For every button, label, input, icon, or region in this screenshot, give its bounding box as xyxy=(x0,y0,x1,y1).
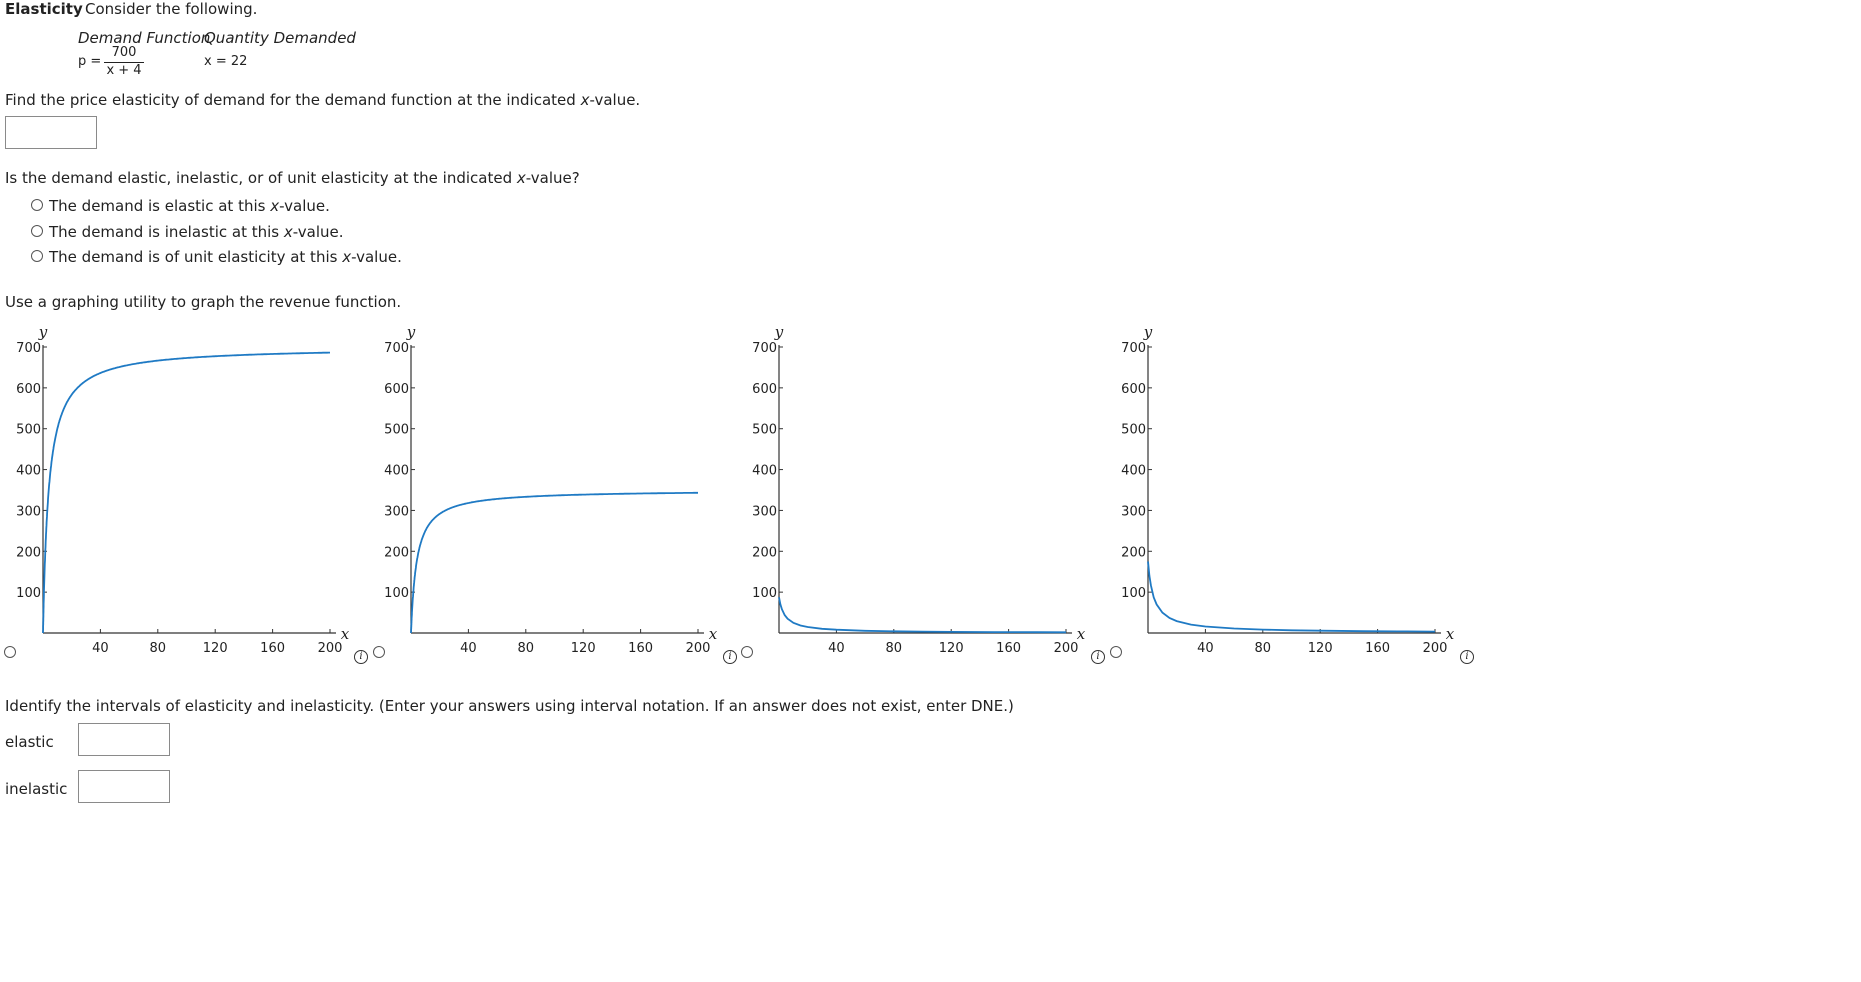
x-tick-label: 40 xyxy=(460,641,477,656)
revenue-curve xyxy=(410,491,698,633)
radio-inelastic[interactable] xyxy=(31,225,43,237)
info-icon[interactable]: i xyxy=(723,650,737,664)
revenue-curve xyxy=(1147,561,1436,633)
y-axis-label: y xyxy=(774,323,784,341)
revenue-curve xyxy=(42,351,330,633)
y-tick-label: 700 xyxy=(1121,341,1146,356)
y-axis-label: y xyxy=(406,323,416,341)
x-tick-label: 200 xyxy=(686,641,711,656)
y-tick-label: 500 xyxy=(1121,423,1146,438)
x-tick-label: 40 xyxy=(1197,641,1214,656)
x-tick-label: 120 xyxy=(203,641,228,656)
y-tick-label: 500 xyxy=(384,423,409,438)
y-tick-label: 300 xyxy=(384,504,409,519)
x-tick-label: 160 xyxy=(996,641,1021,656)
quantity-demanded-header: Quantity Demanded xyxy=(204,29,356,47)
radio-unit-elasticity[interactable] xyxy=(31,250,43,262)
y-tick-label: 400 xyxy=(1121,464,1146,479)
y-tick-label: 600 xyxy=(752,382,777,397)
problem-title: Elasticity xyxy=(5,0,83,18)
y-tick-label: 400 xyxy=(16,464,41,479)
y-tick-label: 600 xyxy=(1121,382,1146,397)
y-tick-label: 500 xyxy=(16,423,41,438)
x-tick-label: 80 xyxy=(1255,641,1272,656)
x-axis-label: x xyxy=(709,625,718,643)
x-tick-label: 80 xyxy=(150,641,167,656)
y-tick-label: 600 xyxy=(16,382,41,397)
y-tick-label: 200 xyxy=(384,545,409,560)
quantity-value: x = 22 xyxy=(204,54,248,69)
option-inelastic-label: The demand is inelastic at this x-value. xyxy=(49,223,344,241)
radio-elastic[interactable] xyxy=(31,199,43,211)
y-tick-label: 300 xyxy=(752,504,777,519)
revenue-graph-option-3: y x 100 200 300 400 500 600 700 40 80 120 160 200 xyxy=(752,323,1086,656)
x-tick-label: 200 xyxy=(1423,641,1448,656)
x-axis-label: x xyxy=(1446,625,1455,643)
y-tick-label: 700 xyxy=(384,341,409,356)
x-tick-label: 40 xyxy=(828,641,845,656)
y-tick-label: 100 xyxy=(1121,586,1146,601)
demand-function-header: Demand Function xyxy=(78,29,211,47)
fraction-denominator: x + 4 xyxy=(106,63,142,78)
y-tick-label: 100 xyxy=(384,586,409,601)
y-tick-label: 600 xyxy=(384,382,409,397)
x-tick-label: 120 xyxy=(571,641,596,656)
revenue-graph-option-2: y x 100 200 300 400 500 600 700 40 80 120 160 200 xyxy=(384,323,718,656)
x-tick-label: 160 xyxy=(260,641,285,656)
fraction-bar xyxy=(104,62,144,63)
option-unit-elasticity-label: The demand is of unit elasticity at this… xyxy=(49,248,402,266)
revenue-curve xyxy=(778,597,1067,634)
x-tick-label: 120 xyxy=(1308,641,1333,656)
y-tick-label: 700 xyxy=(16,341,41,356)
inelastic-interval-input[interactable] xyxy=(78,770,170,803)
x-axis-label: x xyxy=(1077,625,1086,643)
graph-instruction: Use a graphing utility to graph the reve… xyxy=(5,293,402,311)
y-tick-label: 700 xyxy=(752,341,777,356)
y-tick-label: 200 xyxy=(16,545,41,560)
x-tick-label: 40 xyxy=(92,641,109,656)
y-tick-label: 100 xyxy=(16,586,41,601)
y-axis-label: y xyxy=(1143,323,1153,341)
info-icon[interactable]: i xyxy=(1091,650,1105,664)
y-tick-label: 400 xyxy=(384,464,409,479)
y-tick-label: 200 xyxy=(752,545,777,560)
graph-radio-1[interactable] xyxy=(4,646,16,658)
info-icon[interactable]: i xyxy=(354,650,368,664)
x-tick-label: 200 xyxy=(318,641,343,656)
price-variable-label: p = xyxy=(78,54,102,69)
y-tick-label: 200 xyxy=(1121,545,1146,560)
x-tick-label: 120 xyxy=(939,641,964,656)
y-tick-label: 300 xyxy=(16,504,41,519)
y-tick-label: 100 xyxy=(752,586,777,601)
revenue-graph-option-1: y x 100 200 300 400 500 600 700 40 80 120 160 200 xyxy=(16,323,350,656)
y-tick-label: 400 xyxy=(752,464,777,479)
y-axis-label: y xyxy=(38,323,48,341)
x-tick-label: 80 xyxy=(518,641,535,656)
option-elastic-label: The demand is elastic at this x-value. xyxy=(49,197,330,215)
problem-prompt: Consider the following. xyxy=(85,0,258,18)
y-tick-label: 500 xyxy=(752,423,777,438)
y-tick-label: 300 xyxy=(1121,504,1146,519)
x-tick-label: 80 xyxy=(886,641,903,656)
elasticity-question: Find the price elasticity of demand for … xyxy=(5,91,641,109)
elastic-interval-input[interactable] xyxy=(78,723,170,756)
fraction-numerator: 700 xyxy=(111,45,137,60)
x-tick-label: 160 xyxy=(1365,641,1390,656)
info-icon[interactable]: i xyxy=(1460,650,1474,664)
x-tick-label: 200 xyxy=(1054,641,1079,656)
inelastic-label: inelastic xyxy=(5,780,68,798)
revenue-graph-option-4: y x 100 200 300 400 500 600 700 40 80 120 160 200 xyxy=(1121,323,1455,656)
intervals-question: Identify the intervals of elasticity and… xyxy=(5,697,1014,715)
elasticity-type-question: Is the demand elastic, inelastic, or of … xyxy=(5,169,580,187)
x-tick-label: 160 xyxy=(628,641,653,656)
elastic-label: elastic xyxy=(5,733,54,751)
graph-radio-3[interactable] xyxy=(741,646,753,658)
x-axis-label: x xyxy=(341,625,350,643)
graph-radio-4[interactable] xyxy=(1110,646,1122,658)
elasticity-answer-input[interactable] xyxy=(5,116,97,149)
graph-radio-2[interactable] xyxy=(373,646,385,658)
